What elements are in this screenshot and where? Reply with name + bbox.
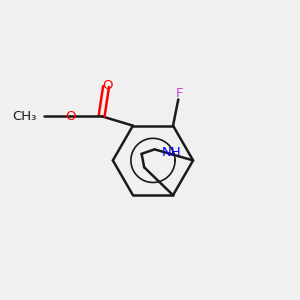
Text: CH₃: CH₃ xyxy=(12,110,36,123)
Text: O: O xyxy=(65,110,76,123)
Text: O: O xyxy=(102,79,113,92)
Text: NH: NH xyxy=(162,146,182,159)
Text: F: F xyxy=(176,87,184,100)
